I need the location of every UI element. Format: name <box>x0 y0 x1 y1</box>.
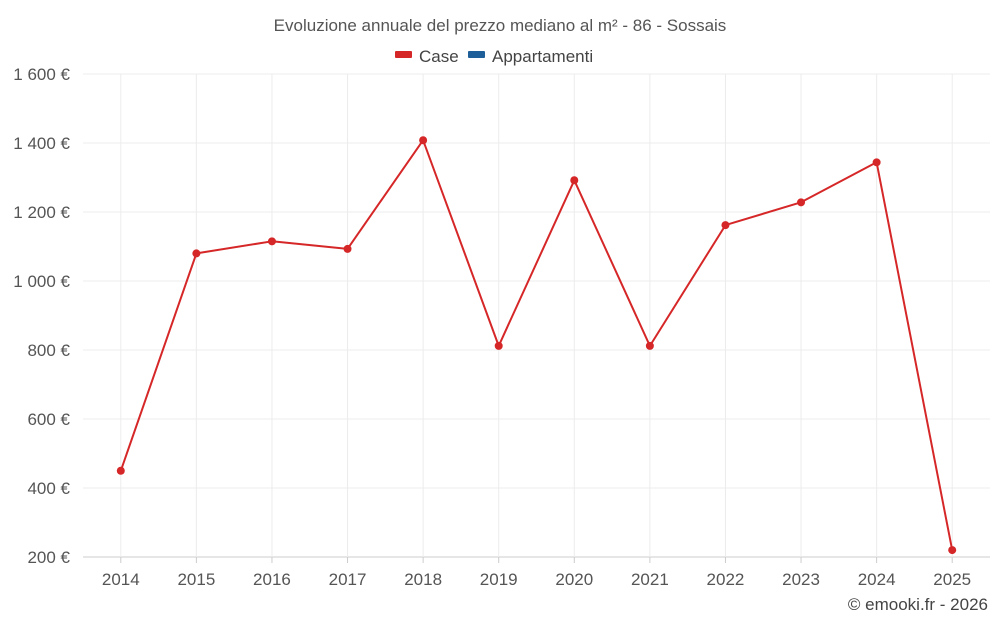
x-tick-label: 2025 <box>933 570 971 589</box>
y-tick-label: 1 600 € <box>13 65 70 84</box>
y-tick-label: 200 € <box>27 548 70 567</box>
legend: Case Appartamenti <box>395 47 593 66</box>
y-tick-label: 1 200 € <box>13 203 70 222</box>
x-tick-label: 2021 <box>631 570 669 589</box>
x-tick-label: 2020 <box>555 570 593 589</box>
data-point[interactable] <box>645 341 654 350</box>
data-point[interactable] <box>343 244 352 253</box>
legend-label-case: Case <box>419 47 459 66</box>
x-tick-label: 2014 <box>102 570 140 589</box>
legend-label-appartamenti: Appartamenti <box>492 47 593 66</box>
legend-swatch-appartamenti <box>468 51 485 58</box>
legend-swatch-case <box>395 51 412 58</box>
data-point[interactable] <box>419 136 428 145</box>
data-point[interactable] <box>948 546 957 555</box>
chart-title: Evoluzione annuale del prezzo mediano al… <box>274 16 727 35</box>
axes: 200 € 400 € 600 € 800 € 1 000 € 1 200 € 1 400 … <box>13 65 971 589</box>
x-tick-label: 2016 <box>253 570 291 589</box>
x-tick-label: 2019 <box>480 570 518 589</box>
x-tick-label: 2018 <box>404 570 442 589</box>
data-point[interactable] <box>797 198 806 207</box>
y-tick-label: 1 400 € <box>13 134 70 153</box>
legend-item-case[interactable]: Case <box>395 47 459 66</box>
data-point[interactable] <box>721 221 730 230</box>
data-point[interactable] <box>116 466 125 475</box>
y-tick-label: 600 € <box>27 410 70 429</box>
grid <box>83 73 990 558</box>
x-tick-label: 2015 <box>177 570 215 589</box>
legend-item-appartamenti[interactable]: Appartamenti <box>468 47 593 66</box>
data-point[interactable] <box>494 341 503 350</box>
y-tick-label: 400 € <box>27 479 70 498</box>
x-tick-label: 2023 <box>782 570 820 589</box>
data-point[interactable] <box>570 176 579 185</box>
series-line-0 <box>119 139 954 551</box>
x-tick-label: 2024 <box>858 570 896 589</box>
credit: © emooki.fr - 2026 <box>848 595 988 614</box>
data-point[interactable] <box>267 237 276 246</box>
data-point[interactable] <box>872 158 881 167</box>
x-tick-label: 2017 <box>329 570 367 589</box>
data-point[interactable] <box>192 249 201 258</box>
y-tick-label: 1 000 € <box>13 272 70 291</box>
x-tick-label: 2022 <box>707 570 745 589</box>
series <box>116 136 957 555</box>
y-tick-label: 800 € <box>27 341 70 360</box>
